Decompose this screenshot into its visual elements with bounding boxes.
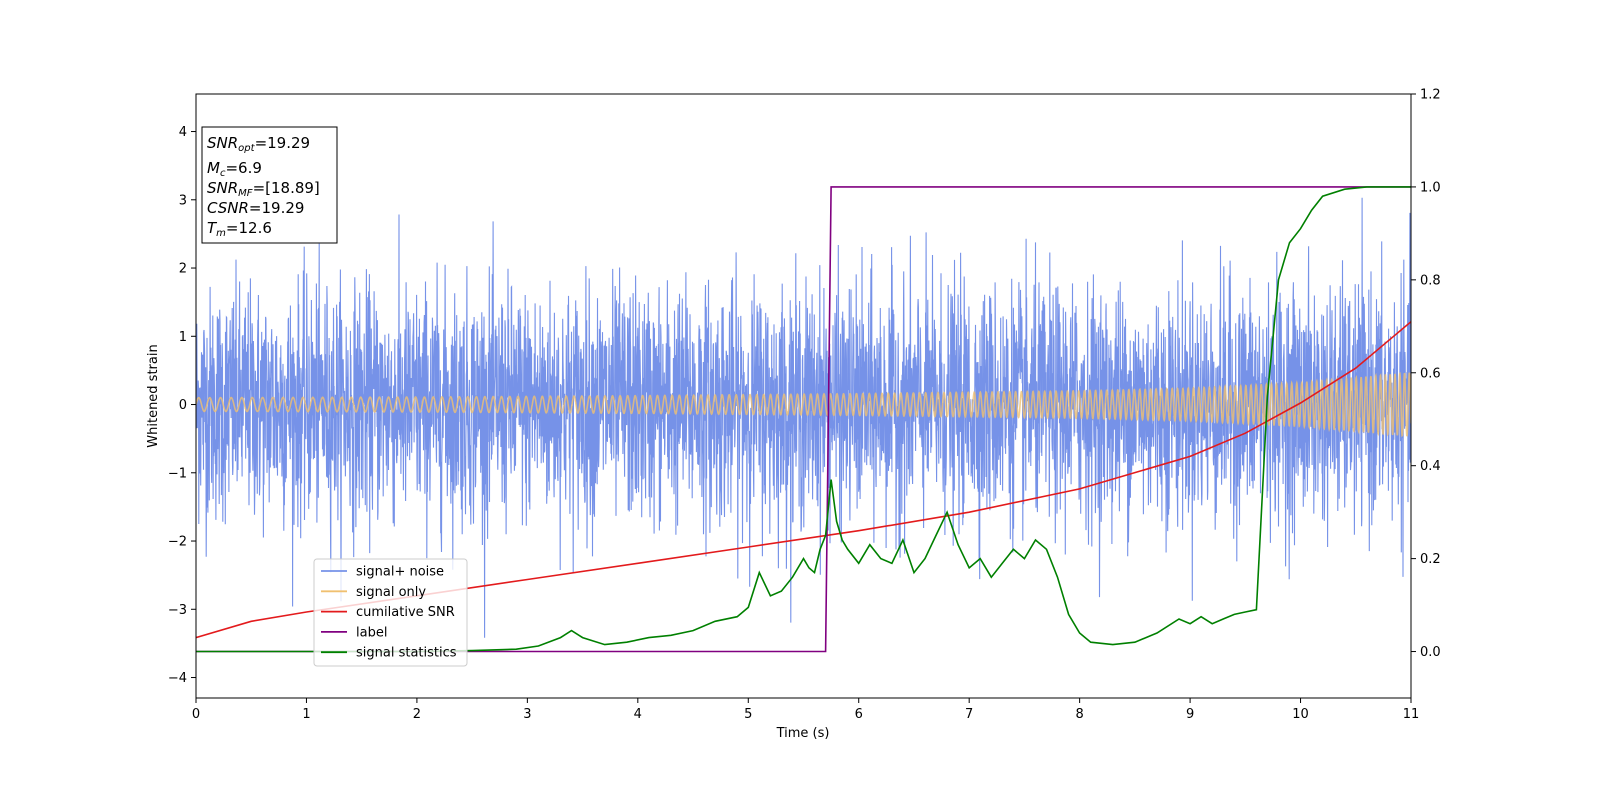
y2-axis-ticks: 0.0 0.2 0.4 0.6 0.8 1.0 1.2 xyxy=(1411,88,1441,660)
info-box: SNRopt=19.29 Mc=6.9 SNRMF=[18.89] CSNR=1… xyxy=(201,126,338,244)
y2-tick-label: 0.0 xyxy=(1420,645,1441,660)
info-tm: Tm=12.6 xyxy=(207,219,272,239)
x-tick-label: 4 xyxy=(634,707,642,722)
y2-tick-label: 0.8 xyxy=(1420,273,1441,288)
series-line-signal-only xyxy=(196,371,1411,438)
x-tick-label: 6 xyxy=(855,707,863,722)
y-tick-label: 1 xyxy=(179,330,187,345)
y-tick-label: 4 xyxy=(179,125,187,140)
x-tick-label: 0 xyxy=(192,707,200,722)
series-line-signal-noise xyxy=(196,197,1411,638)
series-line-label xyxy=(196,186,1411,653)
y2-tick-label: 0.2 xyxy=(1420,552,1441,567)
x-axis-ticks: 0 1 2 3 4 5 6 7 8 9 10 11 xyxy=(192,698,1419,722)
y-axis-ticks: −4 −3 −2 −1 0 1 2 3 4 xyxy=(168,125,196,686)
y2-tick-label: 0.6 xyxy=(1420,366,1441,381)
legend: signal+ noise signal only cumilative SNR la… xyxy=(313,558,468,667)
info-mc: Mc=6.9 xyxy=(207,159,262,179)
plot-frame xyxy=(195,93,1412,699)
y-tick-label: −2 xyxy=(168,535,187,550)
y-tick-label: 2 xyxy=(179,262,187,277)
x-axis-label: Time (s) xyxy=(776,726,830,741)
legend-label: signal statistics xyxy=(356,646,457,661)
x-tick-label: 3 xyxy=(523,707,531,722)
x-tick-label: 7 xyxy=(965,707,973,722)
y-tick-label: −3 xyxy=(168,603,187,618)
x-tick-label: 11 xyxy=(1403,707,1420,722)
x-tick-label: 9 xyxy=(1186,707,1194,722)
y-tick-label: 0 xyxy=(179,398,187,413)
y-tick-label: −1 xyxy=(168,466,187,481)
legend-label: label xyxy=(356,625,387,640)
y-tick-label: 3 xyxy=(179,193,187,208)
x-tick-label: 8 xyxy=(1075,707,1083,722)
series-line-signal-statistics xyxy=(196,186,1411,653)
info-snr-opt: SNRopt=19.29 xyxy=(207,134,310,154)
x-tick-label: 1 xyxy=(302,707,310,722)
legend-items: signal+ noise signal only cumilative SNR la… xyxy=(321,565,457,661)
x-tick-label: 5 xyxy=(744,707,752,722)
legend-label: cumilative SNR xyxy=(356,605,455,620)
legend-label: signal only xyxy=(356,585,426,600)
x-tick-label: 10 xyxy=(1292,707,1309,722)
y-axis-label: Whitened strain xyxy=(146,344,161,447)
x-tick-label: 2 xyxy=(413,707,421,722)
y2-tick-label: 1.0 xyxy=(1420,180,1441,195)
legend-label: signal+ noise xyxy=(356,565,444,580)
y2-tick-label: 0.4 xyxy=(1420,459,1441,474)
info-snr-mf: SNRMF=[18.89] xyxy=(207,179,320,199)
y2-tick-label: 1.2 xyxy=(1420,88,1441,103)
info-csnr: CSNR=19.29 xyxy=(207,199,304,217)
y-tick-label: −4 xyxy=(168,671,187,686)
